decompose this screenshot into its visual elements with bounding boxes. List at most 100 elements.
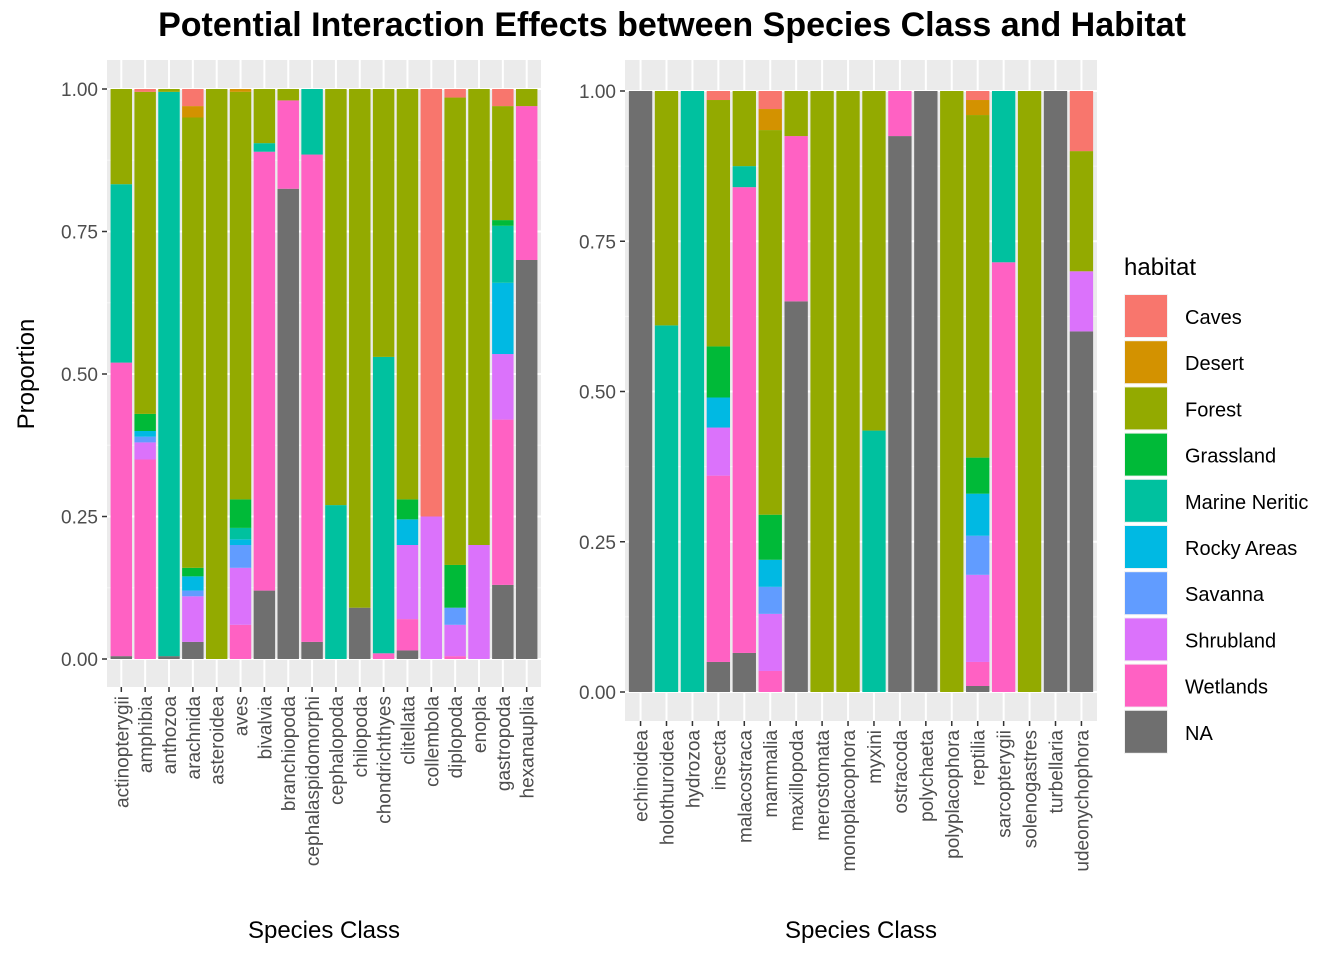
x-tick-label: malacostraca <box>735 730 756 843</box>
legend-swatch <box>1125 433 1167 476</box>
bar-asteroidea <box>205 89 228 659</box>
legend: habitat Caves Desert Forest Grassland Marine… <box>1124 254 1308 754</box>
bar-segment-shrubland <box>966 574 990 662</box>
y-tick-label: 0.00 <box>61 650 98 671</box>
x-tick-label: mammalia <box>761 730 782 818</box>
bar-segment-na <box>888 136 912 692</box>
bar-segment-na <box>1043 91 1068 692</box>
bar-segment-forest <box>134 91 156 414</box>
y-tick-label: 0.25 <box>61 508 98 529</box>
x-tick-label: anthozoa <box>160 696 181 775</box>
bar-segment-grassland <box>444 564 466 608</box>
y-tick-label: 0.75 <box>579 232 616 253</box>
legend-item-rocky-areas: Rocky Areas <box>1124 525 1297 569</box>
bar-segment-marine-neritic <box>654 325 679 692</box>
x-tick-label: asteroidea <box>208 696 229 785</box>
x-tick-label: holothuroidea <box>657 730 678 846</box>
bar-segment-na <box>732 652 756 692</box>
bar-segment-rocky-areas <box>966 493 990 536</box>
x-tick-label: cephalopoda <box>327 696 348 805</box>
bar-segment-forest <box>492 106 514 221</box>
bar-echinoidea <box>628 91 653 692</box>
legend-item-wetlands: Wetlands <box>1124 663 1268 708</box>
bar-segment-marine-neritic <box>680 91 705 692</box>
bar-segment-savanna <box>758 586 782 614</box>
bar-cephalopoda <box>325 89 347 659</box>
bar-segment-marine-neritic <box>301 89 323 155</box>
legend-item-na: NA <box>1124 709 1213 754</box>
bar-segment-wetlands <box>301 154 323 642</box>
bar-segment-forest <box>810 91 834 692</box>
legend-label: Caves <box>1185 307 1242 329</box>
bar-segment-marine-neritic <box>253 143 276 152</box>
bar-segment-caves <box>758 91 782 110</box>
x-tick-label: branchiopoda <box>279 696 300 812</box>
bar-segment-na <box>515 260 538 659</box>
bar-segment-forest <box>372 89 395 357</box>
bar-cephalaspidomorphi <box>301 89 323 659</box>
y-tick-label: 0.25 <box>579 533 616 554</box>
bar-polyplacophora <box>940 91 964 692</box>
bar-maxillopoda <box>784 91 808 692</box>
bar-segment-desert <box>229 89 252 92</box>
bar-arachnida <box>182 89 204 659</box>
legend-swatch <box>1125 526 1167 568</box>
bar-udeonychophora <box>1069 91 1094 692</box>
bar-segment-savanna <box>444 607 466 625</box>
x-tick-label: echinoidea <box>632 730 653 822</box>
bar-diplopoda <box>444 89 466 659</box>
bar-segment-forest <box>515 89 538 107</box>
bar-holothuroidea <box>654 91 679 692</box>
x-tick-label: actinopterygii <box>112 696 133 808</box>
bar-segment-shrubland <box>229 567 252 625</box>
bar-segment-forest <box>205 89 228 659</box>
bar-segment-wetlands <box>492 419 514 585</box>
bar-segment-shrubland <box>444 624 466 657</box>
bar-segment-caves <box>706 91 731 101</box>
bar-gastropoda <box>492 89 514 659</box>
bar-insecta <box>706 91 731 692</box>
bar-segment-caves <box>134 89 156 92</box>
bar-chilopoda <box>349 89 371 659</box>
bar-segment-marine-neritic <box>110 184 133 363</box>
x-tick-label: gastropoda <box>494 696 515 792</box>
bar-bivalvia <box>253 89 276 659</box>
bar-segment-grassland <box>492 220 514 226</box>
legend-swatch <box>1125 341 1167 384</box>
bar-hexanauplia <box>515 89 538 659</box>
bar-segment-forest <box>110 89 133 185</box>
bar-segment-forest <box>349 89 371 608</box>
bar-segment-wetlands <box>732 187 756 653</box>
x-tick-label: collembola <box>422 696 443 787</box>
bar-monoplacophora <box>836 91 860 692</box>
legend-swatch <box>1125 479 1167 522</box>
legend-title: habitat <box>1124 254 1196 281</box>
x-tick-label: hexanauplia <box>518 696 539 799</box>
y-tick-label: 0.75 <box>61 223 98 244</box>
bar-segment-wetlands <box>277 100 299 189</box>
y-axis-title-left: Proportion <box>13 319 40 430</box>
y-tick-label: 0.00 <box>579 683 616 704</box>
legend-swatch <box>1125 387 1167 430</box>
left-panel: 0.00 0.25 0.50 0.75 1.00 actinopterygii amphib… <box>61 60 541 866</box>
bar-segment-shrubland <box>758 613 782 671</box>
bar-segment-forest <box>253 89 276 144</box>
legend-swatch <box>1125 618 1167 661</box>
x-tick-label: turbellaria <box>1047 730 1068 814</box>
bar-segment-rocky-areas <box>134 431 156 437</box>
bar-segment-wetlands <box>253 151 276 591</box>
bar-segment-na <box>158 656 180 659</box>
legend-item-forest: Forest <box>1124 386 1242 431</box>
bar-merostomata <box>810 91 834 692</box>
legend-swatch <box>1125 572 1167 615</box>
x-axis-title-right: Species Class <box>785 917 937 944</box>
bar-segment-desert <box>966 100 990 116</box>
legend-swatch <box>1125 664 1167 707</box>
legend-label: Forest <box>1185 399 1242 421</box>
bar-segment-grassland <box>758 514 782 560</box>
bar-segment-grassland <box>706 346 731 398</box>
bar-segment-forest <box>396 89 419 500</box>
legend-label: Savanna <box>1185 584 1265 606</box>
x-tick-label: monoplacophora <box>839 730 860 872</box>
